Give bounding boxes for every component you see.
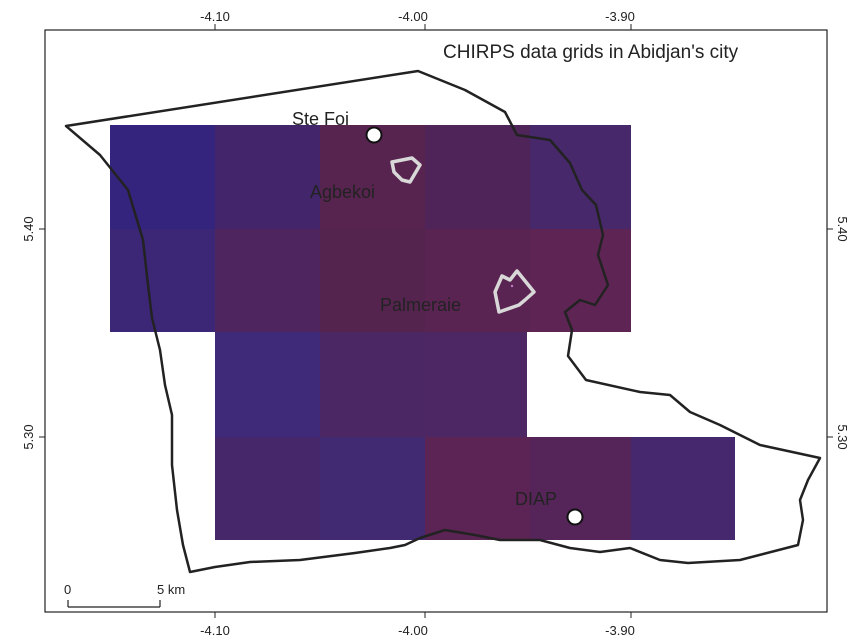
grid-cell bbox=[320, 229, 425, 332]
agbekoi-outline bbox=[390, 156, 422, 184]
lon-tick-bottom: -4.00 bbox=[398, 623, 428, 638]
palmeraie-label: Palmeraie bbox=[380, 295, 461, 315]
abidjan-boundary bbox=[64, 69, 822, 574]
agbekoi-label: Agbekoi bbox=[310, 182, 375, 202]
scale-bar-end-label: 5 km bbox=[157, 582, 185, 597]
lon-tick-top: -3.90 bbox=[605, 9, 635, 24]
grid-cell bbox=[110, 125, 215, 229]
grid-cell bbox=[320, 437, 425, 540]
ste-foi-marker bbox=[365, 126, 383, 144]
grid-cell bbox=[215, 125, 320, 229]
grid-cell bbox=[530, 125, 631, 229]
lon-tick-top: -4.10 bbox=[200, 9, 230, 24]
grid-cell bbox=[530, 229, 631, 332]
palmeraie-outline bbox=[493, 269, 536, 314]
lat-tick-left: 5.30 bbox=[21, 424, 36, 449]
grid-cell bbox=[425, 125, 530, 229]
grid-cell bbox=[425, 437, 530, 540]
lat-tick-right: 5.30 bbox=[835, 424, 850, 449]
scale-bar: 0 5 km bbox=[64, 582, 185, 608]
grid-cell bbox=[631, 437, 735, 540]
lon-tick-top: -4.00 bbox=[398, 9, 428, 24]
map-frame bbox=[44, 29, 828, 613]
lat-tick-right: 5.40 bbox=[835, 216, 850, 241]
grid-cell bbox=[425, 332, 527, 437]
lat-tick-left: 5.40 bbox=[21, 216, 36, 241]
map-title: CHIRPS data grids in Abidjan's city bbox=[443, 42, 739, 63]
lon-tick-bottom: -4.10 bbox=[200, 623, 230, 638]
diap-marker bbox=[566, 508, 584, 526]
chirps-grid bbox=[110, 125, 735, 540]
grid-cell bbox=[215, 332, 320, 437]
graticule-ticks bbox=[39, 24, 833, 618]
grid-cell bbox=[110, 229, 215, 332]
diap-label: DIAP bbox=[515, 489, 557, 509]
lon-tick-bottom: -3.90 bbox=[605, 623, 635, 638]
grid-cell bbox=[320, 332, 425, 437]
scale-bar-start-label: 0 bbox=[64, 582, 71, 597]
palmeraie-center-dot bbox=[510, 284, 514, 288]
grid-cell bbox=[425, 229, 530, 332]
ste-foi-label: Ste Foi bbox=[292, 109, 349, 129]
grid-cell bbox=[215, 229, 320, 332]
grid-cell bbox=[215, 437, 320, 540]
